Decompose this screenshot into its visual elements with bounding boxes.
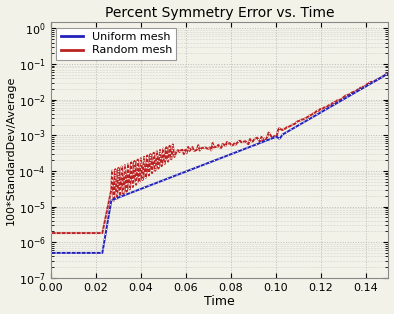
Title: Percent Symmetry Error vs. Time: Percent Symmetry Error vs. Time — [105, 6, 334, 19]
X-axis label: Time: Time — [204, 295, 235, 308]
Legend: Uniform mesh, Random mesh: Uniform mesh, Random mesh — [56, 28, 177, 60]
Y-axis label: 100*StandardDev/Average: 100*StandardDev/Average — [6, 75, 15, 225]
